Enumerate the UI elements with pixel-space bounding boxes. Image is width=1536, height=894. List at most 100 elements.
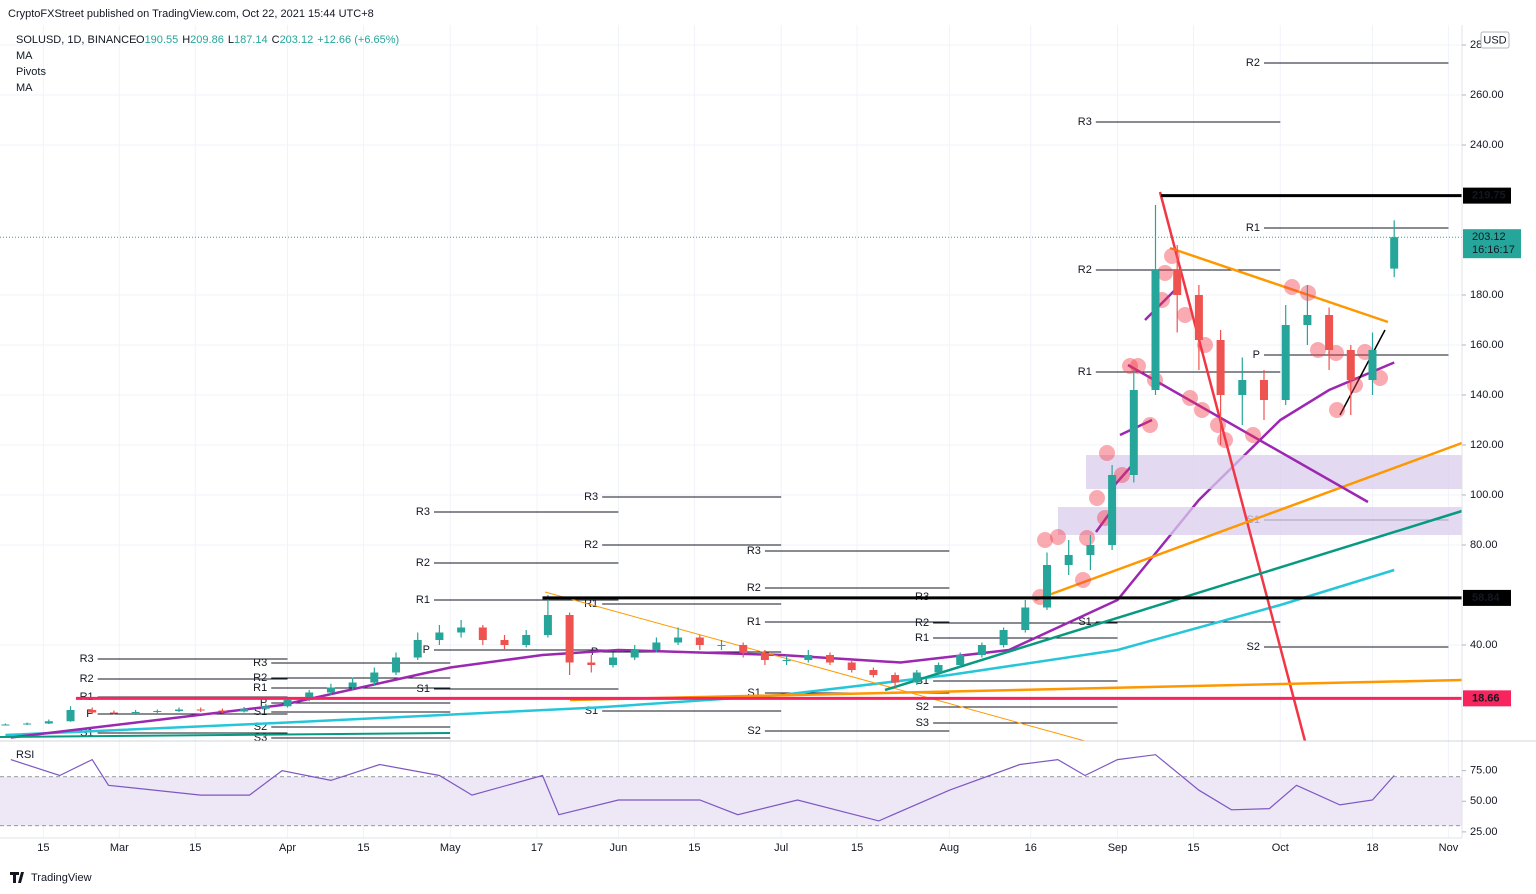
pivot-label: R1 <box>416 594 430 606</box>
candle-body <box>1346 350 1355 380</box>
pivot-label: R3 <box>80 653 94 665</box>
candle-body <box>1129 390 1138 475</box>
candle-body <box>23 723 32 725</box>
price-label: 219.75 <box>1472 190 1506 202</box>
pivot-label: S2 <box>747 725 760 737</box>
pivot-label: R1 <box>915 632 929 644</box>
trend-line <box>1158 191 1307 742</box>
pivot-label: R2 <box>1246 57 1260 69</box>
trend-line <box>1169 246 1389 324</box>
candle-body <box>804 655 813 660</box>
candle-body <box>175 709 184 711</box>
candle-body <box>674 637 683 643</box>
candle-body <box>739 645 748 653</box>
candle-body <box>1021 607 1030 630</box>
trend-line <box>1339 329 1386 416</box>
candle-body <box>1064 555 1073 565</box>
marker <box>1210 417 1226 433</box>
rsi-band <box>0 776 1462 826</box>
trend-line <box>544 591 1086 742</box>
x-tick-label: May <box>440 842 461 854</box>
y-tick-label: 120.00 <box>1470 439 1504 451</box>
legend-key: O <box>136 34 145 46</box>
candle-body <box>652 642 661 650</box>
marker <box>1075 572 1091 588</box>
candle-body <box>500 640 509 645</box>
annotations <box>0 191 1463 742</box>
candle-body <box>1325 315 1334 350</box>
x-tick-label: 15 <box>688 842 700 854</box>
trend-line <box>0 732 451 738</box>
candle-body <box>565 615 574 663</box>
candle-body <box>1281 325 1290 400</box>
legend-entry: MA <box>16 82 33 94</box>
candle-body <box>1086 545 1095 555</box>
marker <box>1089 490 1105 506</box>
pivot-label: R1 <box>1078 366 1092 378</box>
axis-area <box>1462 0 1536 894</box>
candle-body <box>912 672 921 683</box>
trend-line <box>884 509 1463 692</box>
candle-body <box>88 710 97 713</box>
y-tick-label: 260.00 <box>1470 89 1504 101</box>
y-tick-label: 75.00 <box>1470 765 1498 777</box>
legend-entry: Pivots <box>16 66 46 78</box>
legend-value: 203.12 <box>280 34 314 46</box>
marker <box>1130 358 1146 374</box>
pivot-label: S1 <box>1078 616 1091 628</box>
candle-body <box>1216 340 1225 395</box>
y-tick-label: 240.00 <box>1470 139 1504 151</box>
candle-body <box>240 708 249 712</box>
x-tick-label: 17 <box>531 842 543 854</box>
price-label-box <box>1463 187 1511 204</box>
last-price: 203.12 <box>1472 231 1506 243</box>
pivot-label: R2 <box>1078 264 1092 276</box>
candle-body <box>1108 475 1117 545</box>
x-tick-label: Jul <box>774 842 788 854</box>
marker <box>1079 530 1095 546</box>
trend-line <box>569 678 1463 702</box>
marker <box>1050 529 1066 545</box>
candle-body <box>826 655 835 663</box>
pivot-label: R2 <box>584 539 598 551</box>
currency-box[interactable] <box>1480 31 1510 49</box>
candle-body <box>977 645 986 655</box>
candle-body <box>717 645 726 646</box>
rsi-label: RSI <box>16 749 34 761</box>
symbol: SOLUSD, 1D, BINANCE <box>16 34 136 46</box>
candle-body <box>956 655 965 665</box>
candle-body <box>1390 237 1399 269</box>
candle-body <box>609 657 618 665</box>
candle-body <box>587 662 596 665</box>
x-tick-label: 15 <box>851 842 863 854</box>
candle-body <box>1303 315 1312 325</box>
candle-body <box>283 700 292 707</box>
candle-body <box>1259 380 1268 400</box>
countdown: 16:16:17 <box>1472 244 1515 256</box>
x-tick-label: Nov <box>1439 842 1459 854</box>
candle-body <box>348 682 357 688</box>
candle-body <box>1042 565 1051 608</box>
candle-body <box>218 710 227 712</box>
legend-key: L <box>228 34 234 46</box>
pivot-label: R3 <box>747 545 761 557</box>
x-tick-label: 16 <box>1025 842 1037 854</box>
candle-body <box>891 675 900 683</box>
price-label-box <box>1463 589 1511 606</box>
x-tick-label: 15 <box>1187 842 1199 854</box>
marker <box>1157 265 1173 281</box>
marker <box>1037 532 1053 548</box>
candle-body <box>44 721 53 724</box>
candle-body <box>435 632 444 640</box>
pivot-label: S3 <box>916 717 929 729</box>
currency[interactable]: USD <box>1483 34 1506 46</box>
brand: TradingView <box>31 872 92 884</box>
pivot-label: R2 <box>253 672 267 684</box>
x-tick-label: Aug <box>940 842 960 854</box>
y-tick-label: 140.00 <box>1470 389 1504 401</box>
pivot-label: P <box>423 644 430 656</box>
marker <box>1245 427 1261 443</box>
candle-body <box>934 665 943 673</box>
moving-average <box>5 568 1395 737</box>
candle-body <box>1368 350 1377 380</box>
